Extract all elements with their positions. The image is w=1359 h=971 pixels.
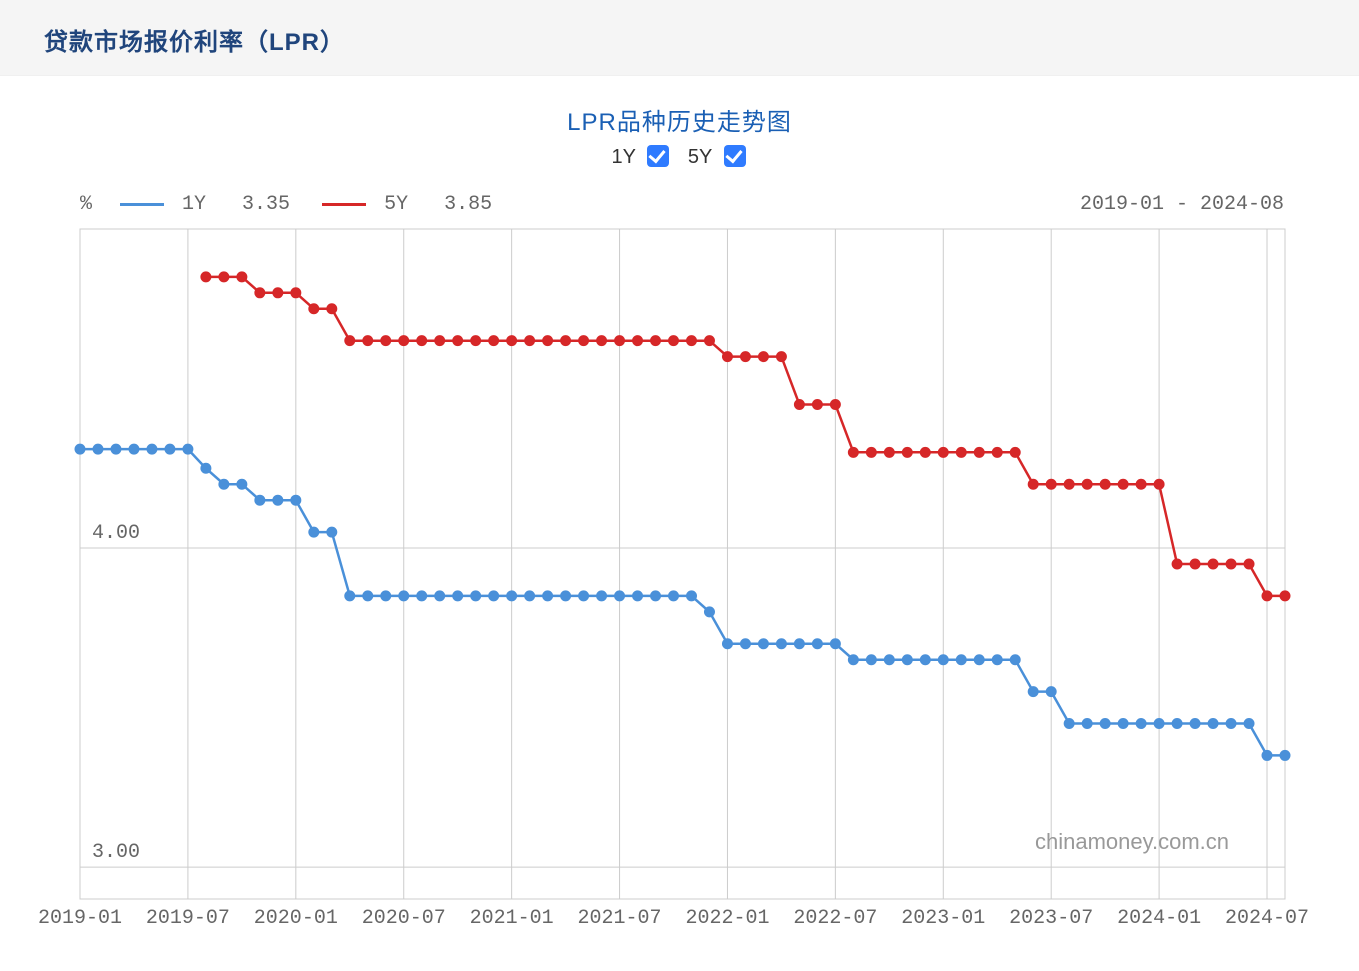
- subtitle-area: LPR品种历史走势图 1Y 5Y: [0, 102, 1359, 169]
- x-tick-label: 2022-07: [793, 907, 877, 930]
- toggle-1y-label: 1Y: [611, 146, 635, 168]
- x-tick-label: 2020-07: [362, 907, 446, 930]
- x-tick-label: 2024-01: [1117, 907, 1201, 930]
- y-tick-label: 3.00: [92, 841, 140, 864]
- x-tick-label: 2022-01: [685, 907, 769, 930]
- toggle-5y-checkbox[interactable]: [724, 145, 746, 167]
- toggle-1y-checkbox[interactable]: [647, 145, 669, 167]
- x-tick-label: 2020-01: [254, 907, 338, 930]
- x-tick-label: 2023-01: [901, 907, 985, 930]
- x-tick-label: 2019-07: [146, 907, 230, 930]
- series-toggles: 1Y 5Y: [0, 145, 1359, 169]
- header-bar: 贷款市场报价利率（LPR）: [0, 0, 1359, 76]
- x-tick-label: 2023-07: [1009, 907, 1093, 930]
- x-tick-label: 2019-01: [38, 907, 122, 930]
- x-tick-label: 2021-01: [470, 907, 554, 930]
- chart-subtitle: LPR品种历史走势图: [0, 102, 1359, 137]
- x-tick-label: 2024-07: [1225, 907, 1309, 930]
- toggle-5y-label: 5Y: [688, 146, 712, 168]
- x-tick-label: 2021-07: [578, 907, 662, 930]
- chart-area: % 1Y 3.35 5Y 3.85 2019-01 - 2024-08 4.00…: [0, 189, 1359, 971]
- page-title: 贷款市场报价利率（LPR）: [44, 22, 1315, 57]
- y-tick-label: 4.00: [92, 522, 140, 545]
- watermark: chinamoney.com.cn: [1035, 829, 1229, 855]
